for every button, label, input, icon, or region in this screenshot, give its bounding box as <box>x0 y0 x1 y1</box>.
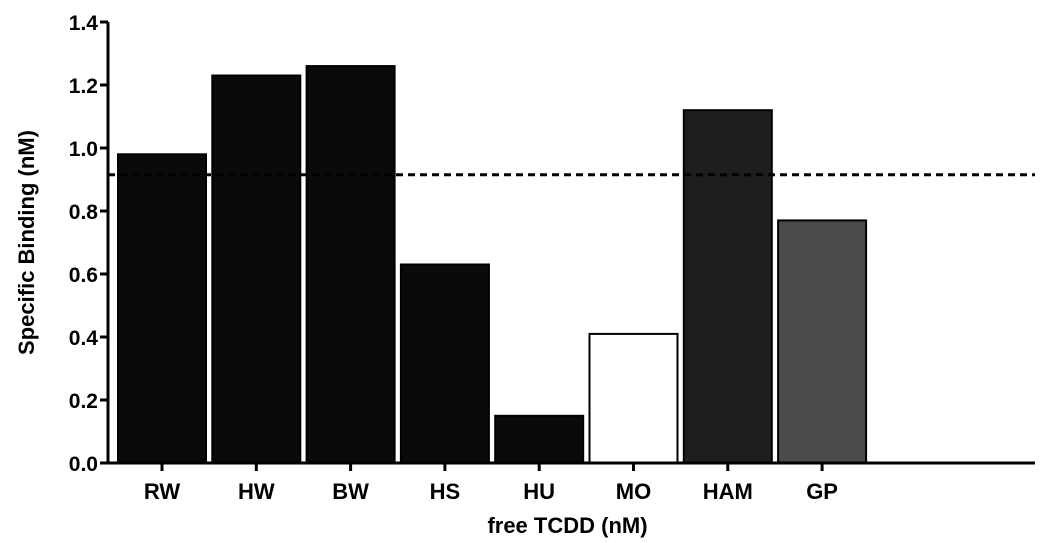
bar-bw <box>305 65 396 464</box>
bar-hs <box>399 263 490 464</box>
y-tick-label: 1.0 <box>69 138 98 161</box>
bar-hw <box>211 74 302 464</box>
x-tick-label-hw: HW <box>238 479 275 504</box>
x-tick-label-rw: RW <box>144 479 180 504</box>
y-tick-label: 1.2 <box>69 75 98 98</box>
x-tick-label-hs: HS <box>430 479 461 504</box>
y-tick-label: 0.8 <box>69 201 99 224</box>
x-tick-label-ham: HAM <box>703 479 753 504</box>
bar-gp <box>777 219 868 464</box>
bar-ham <box>682 109 773 464</box>
bar-hu <box>494 414 585 465</box>
y-axis-title: Specific Binding (nM) <box>14 130 39 355</box>
bar-mo <box>588 332 679 464</box>
y-tick-label: 0.4 <box>69 327 99 350</box>
y-tick-label: 0.6 <box>69 264 98 287</box>
x-tick-label-gp: GP <box>806 479 838 504</box>
x-tick-label-hu: HU <box>523 479 555 504</box>
x-tick-label-mo: MO <box>616 479 651 504</box>
y-tick-label: 0.0 <box>69 453 98 476</box>
bars-group <box>117 65 868 465</box>
x-tick-label-bw: BW <box>332 479 369 504</box>
y-tick-label: 0.2 <box>69 390 98 413</box>
y-tick-label: 1.4 <box>69 12 99 35</box>
x-axis-title: free TCDD (nM) <box>487 513 647 538</box>
axes-group: RW HW BW HS HU MO HAM GP 0.0 0.2 0.4 0.6 0.8 1.0 1.2 1.… <box>69 12 1035 504</box>
bar-rw <box>117 153 207 465</box>
